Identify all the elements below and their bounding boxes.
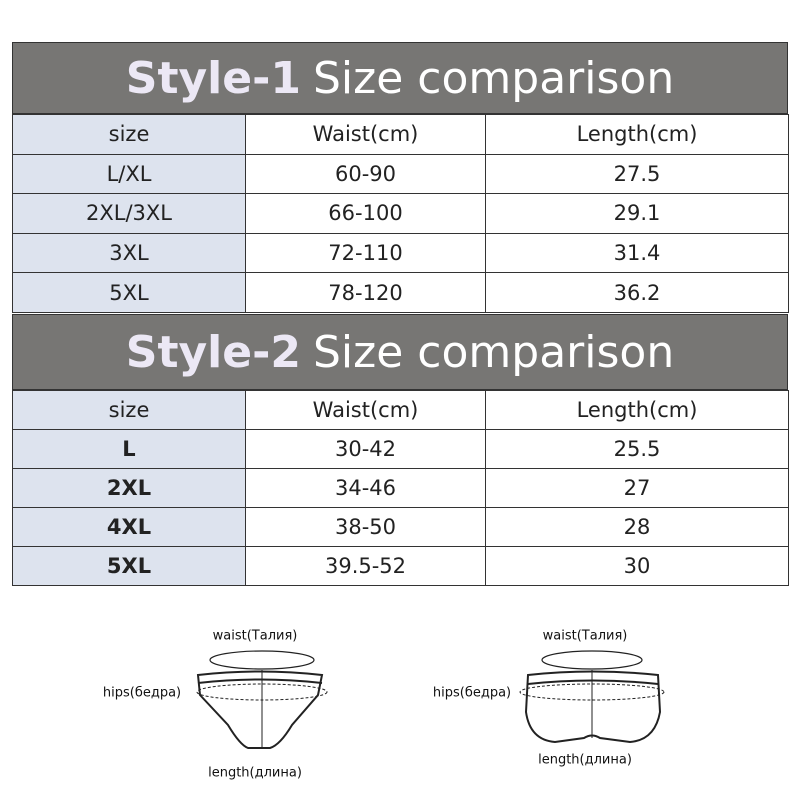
hips-label: hips(бедра) (103, 686, 181, 701)
title-label: Style-1 (125, 52, 301, 104)
table-cell: 72-110 (245, 232, 486, 274)
table-cell: 36.2 (485, 272, 789, 313)
table-title: Style-2 Size comparison (12, 314, 788, 390)
header-cell: Length(cm) (485, 390, 789, 430)
table-cell: 5XL (12, 546, 246, 586)
table-cell: 25.5 (485, 429, 789, 469)
header-cell: Waist(cm) (245, 390, 486, 430)
table-cell: 27.5 (485, 153, 789, 195)
table-cell: 30-42 (245, 429, 486, 469)
header-cell: size (12, 114, 246, 155)
waist-label: waist(Талия) (213, 629, 298, 644)
hips-label: hips(бедра) (433, 686, 511, 701)
waist-label: waist(Талия) (543, 629, 628, 644)
table-cell: 60-90 (245, 153, 486, 195)
header-cell: Waist(cm) (245, 114, 486, 155)
table-cell: 38-50 (245, 507, 486, 547)
table-cell: 28 (485, 507, 789, 547)
table-cell: L/XL (12, 153, 246, 195)
table-cell: 30 (485, 546, 789, 586)
title-text: Size comparison (313, 52, 675, 104)
table-cell: 4XL (12, 507, 246, 547)
table-cell: 39.5-52 (245, 546, 486, 586)
table-cell: 2XL (12, 468, 246, 508)
table-cell: 34-46 (245, 468, 486, 508)
length-label: length(длина) (208, 766, 302, 781)
table-cell: 2XL/3XL (12, 193, 246, 234)
title-text: Size comparison (313, 326, 675, 378)
header-cell: size (12, 390, 246, 430)
length-label: length(длина) (538, 753, 632, 768)
header-cell: Length(cm) (485, 114, 789, 155)
table-cell: L (12, 429, 246, 469)
diagram-brief (196, 650, 328, 749)
table-cell: 31.4 (485, 232, 789, 274)
table-cell: 3XL (12, 232, 246, 274)
table-title: Style-1 Size comparison (12, 42, 788, 114)
diagram-boxer (519, 650, 665, 744)
table-cell: 29.1 (485, 193, 789, 234)
table-cell: 27 (485, 468, 789, 508)
table-cell: 5XL (12, 272, 246, 313)
table-cell: 66-100 (245, 193, 486, 234)
table-cell: 78-120 (245, 272, 486, 313)
title-label: Style-2 (125, 326, 301, 378)
